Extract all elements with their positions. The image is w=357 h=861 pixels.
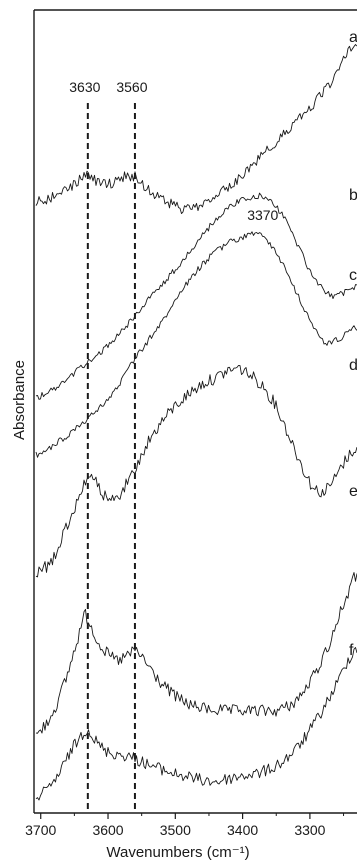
trace-label-e: e xyxy=(349,483,357,500)
spectrum-trace-d xyxy=(35,365,357,578)
trace-label-a: a xyxy=(349,29,357,46)
x-tick-label: 3400 xyxy=(227,822,258,838)
x-axis-title: Wavenumbers (cm⁻¹) xyxy=(106,844,249,861)
trace-label-d: d xyxy=(349,357,357,374)
spectrum-trace-c xyxy=(35,231,357,458)
peak-label-3370: 3370 xyxy=(247,207,278,223)
trace-label-c: c xyxy=(349,267,357,284)
x-tick-label: 3700 xyxy=(25,822,56,838)
x-tick-label: 3500 xyxy=(160,822,191,838)
spectrum-trace-e xyxy=(35,572,357,734)
trace-label-f: f xyxy=(349,642,354,659)
peak-label-3630: 3630 xyxy=(69,79,100,95)
y-axis-title: Absorbance xyxy=(11,360,28,440)
spectrum-trace-f xyxy=(35,647,357,801)
spectrum-trace-b xyxy=(35,192,357,400)
trace-label-b: b xyxy=(349,187,357,204)
spectrum-trace-a xyxy=(35,44,357,215)
peak-label-3560: 3560 xyxy=(116,79,147,95)
x-tick-label: 3300 xyxy=(294,822,325,838)
x-tick-label: 3600 xyxy=(92,822,123,838)
